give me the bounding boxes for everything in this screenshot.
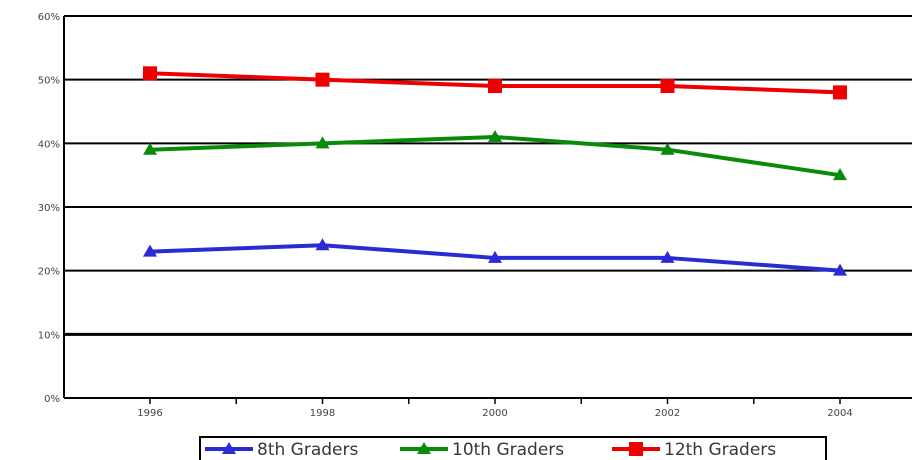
x-tick-label: 1996 — [137, 408, 162, 419]
x-tick-label: 2004 — [827, 408, 852, 419]
data-point — [488, 129, 502, 142]
data-point — [315, 238, 330, 251]
data-point — [143, 244, 157, 257]
data-point — [315, 136, 330, 149]
data-point — [660, 142, 675, 155]
legend: 8th Graders 10th Graders 12th Graders — [199, 436, 827, 460]
legend-swatch-marker — [222, 442, 236, 454]
y-tick-label: 30% — [38, 203, 60, 214]
data-point — [315, 72, 330, 87]
y-tick-label: 10% — [38, 330, 60, 341]
y-tick-label: 50% — [38, 76, 60, 87]
legend-label: 12th Graders — [664, 440, 776, 460]
data-point — [143, 142, 157, 155]
data-point — [143, 66, 157, 81]
x-tick-labels: 1996 1998 2000 2002 2004 — [137, 408, 852, 419]
y-tick-label: 60% — [38, 12, 60, 23]
data-point — [660, 250, 675, 263]
data-point — [833, 263, 847, 276]
legend-swatch-marker — [629, 442, 643, 456]
data-point — [833, 85, 847, 100]
data-point — [488, 79, 502, 94]
data-point — [660, 79, 675, 94]
legend-box — [199, 436, 827, 460]
legend-label: 8th Graders — [257, 440, 358, 460]
x-tick-label: 1998 — [310, 408, 335, 419]
y-tick-label: 20% — [38, 267, 60, 278]
y-tick-labels: 60% 50% 40% 30% 20% 10% 0% — [38, 12, 60, 405]
legend-swatch-marker — [417, 442, 431, 454]
data-point — [488, 250, 502, 263]
data-point — [833, 168, 847, 181]
legend-label: 10th Graders — [452, 440, 564, 460]
y-tick-label: 40% — [38, 139, 60, 150]
x-tick-label: 2000 — [482, 408, 507, 419]
y-tick-label: 0% — [44, 394, 60, 405]
series-lines — [143, 66, 847, 276]
x-tick-label: 2002 — [655, 408, 680, 419]
grid-lines — [64, 15, 912, 336]
axes — [63, 16, 912, 404]
